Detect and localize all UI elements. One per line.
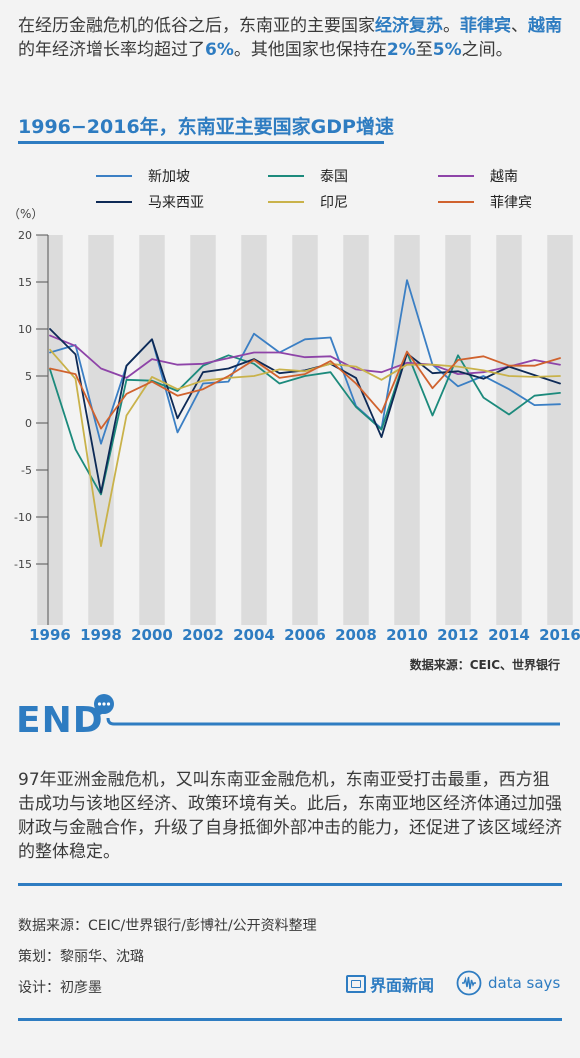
intro-paragraph: 在经历金融危机的低谷之后，东南亚的主要国家经济复苏。菲律宾、越南的年经济增长率均… (18, 14, 566, 62)
divider-top (18, 883, 562, 886)
legend-label: 印尼 (320, 195, 348, 211)
x-tick-label: 2012 (437, 626, 479, 644)
legend-item: 印尼 (268, 195, 348, 211)
y-axis-label: （%） (8, 207, 43, 221)
intro-highlight-6pct: 6% (205, 40, 234, 60)
summary-paragraph: 97年亚洲金融危机，又叫东南亚金融危机，东南亚受打击最重，西方狙击成功与该地区经… (18, 770, 562, 862)
x-tick-label: 2010 (386, 626, 428, 644)
end-rule-line (106, 717, 560, 726)
legend-label: 越南 (490, 169, 518, 185)
intro-text-7: 之间。 (461, 40, 513, 60)
x-tick-label: 2008 (335, 626, 377, 644)
grid-band (37, 235, 63, 625)
grid-band (241, 235, 267, 625)
intro-highlight-vietnam: 越南 (528, 16, 562, 36)
x-tick-label: 2000 (131, 626, 173, 644)
x-tick-label: 2002 (182, 626, 224, 644)
waveform-icon (456, 970, 482, 996)
end-divider (94, 690, 564, 734)
legend-label: 泰国 (320, 169, 348, 185)
grid-band (139, 235, 165, 625)
grid-band (445, 235, 471, 625)
series-line (49, 348, 561, 548)
intro-text-4: 的年经济增长率均超过了 (18, 40, 205, 60)
grid-band (496, 235, 522, 625)
intro-text-1: 在经历金融危机的低谷之后，东南亚的主要国家 (18, 16, 375, 36)
credits-designer: 设计：初彦墨 (18, 980, 102, 996)
gdp-growth-line-chart: 20 15 10 5 0 -5 -10 -15 （%） 1996 1998 2000 2002 2004 2… (8, 169, 580, 644)
y-tick-label: -15 (14, 558, 32, 571)
legend-item: 马来西亚 (96, 195, 204, 211)
series-line (49, 351, 561, 496)
intro-highlight-5pct: 5% (432, 40, 462, 60)
intro-highlight-recovery: 经济复苏 (375, 16, 443, 36)
chart-title: 1996−2016年，东南亚主要国家GDP增速 (18, 116, 394, 138)
y-tick-label: 5 (25, 370, 32, 383)
jiemian-logo-icon (346, 975, 366, 993)
intro-highlight-2pct: 2% (386, 40, 416, 60)
grid-band (88, 235, 114, 625)
jiemian-logo-text: 界面新闻 (370, 976, 435, 995)
intro-highlight-philippines: 菲律宾 (460, 16, 511, 36)
x-tick-label: 2016 (539, 626, 580, 644)
grid-band (394, 235, 420, 625)
legend-item: 菲律宾 (438, 195, 532, 211)
divider-bottom (18, 1018, 562, 1021)
grid-band (190, 235, 216, 625)
credits-planner: 策划：黎丽华、沈璐 (18, 949, 144, 965)
y-tick-label: -5 (21, 464, 32, 477)
series-lines (49, 279, 561, 548)
chat-bubble-icon (94, 694, 114, 717)
datasays-logo-text: data says (488, 974, 561, 992)
series-line (49, 334, 561, 379)
jiemian-logo: 界面新闻 (346, 972, 434, 996)
chart-source: 数据来源：CEIC、世界银行 (409, 658, 560, 672)
x-tick-label: 2006 (284, 626, 326, 644)
y-tick-label: -10 (14, 511, 32, 524)
series-line (49, 350, 561, 430)
y-tick-label: 15 (18, 276, 32, 289)
chart-title-underline (18, 141, 384, 144)
legend-label: 菲律宾 (490, 195, 532, 211)
x-axis: 1996 1998 2000 2002 2004 2006 2008 2010 2012 2014… (29, 626, 580, 644)
credits-source: 数据来源：CEIC/世界银行/彭博社/公开资料整理 (18, 918, 317, 934)
legend-label: 新加坡 (148, 169, 190, 185)
y-tick-label: 20 (18, 229, 32, 242)
grid-band (547, 235, 573, 625)
legend-item: 新加坡 (96, 169, 190, 185)
x-tick-label: 2014 (488, 626, 530, 644)
intro-text-3: 、 (511, 16, 528, 36)
grid-band (292, 235, 318, 625)
x-tick-label: 2004 (233, 626, 275, 644)
intro-text-5: 。其他国家也保持在 (233, 40, 387, 60)
grid-bands (37, 235, 573, 625)
intro-text-2: 。 (443, 16, 460, 36)
y-axis: 20 15 10 5 0 -5 -10 -15 （%） (8, 207, 49, 625)
datasays-logo: data says (456, 970, 560, 996)
x-tick-label: 1998 (80, 626, 122, 644)
grid-band (343, 235, 369, 625)
x-tick-label: 1996 (29, 626, 71, 644)
legend-label: 马来西亚 (148, 195, 204, 211)
end-heading: END (16, 700, 104, 741)
legend-item: 越南 (438, 169, 518, 185)
intro-text-6: 至 (415, 40, 433, 60)
y-tick-label: 10 (18, 323, 32, 336)
y-tick-label: 0 (25, 417, 32, 430)
legend-item: 泰国 (268, 169, 348, 185)
